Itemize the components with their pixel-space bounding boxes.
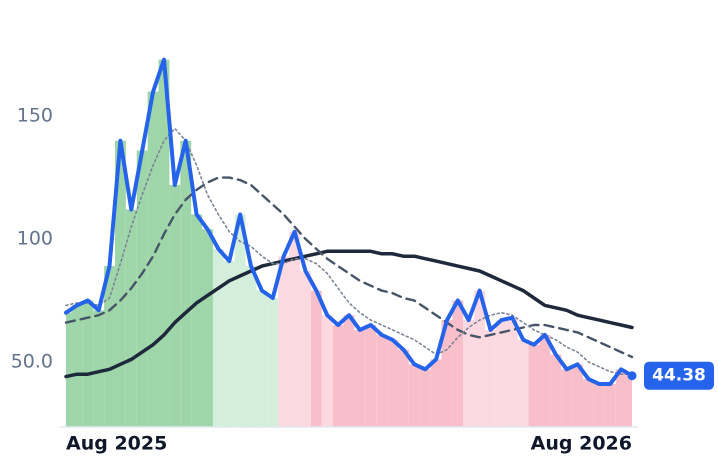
area-bar [169, 184, 181, 427]
area-bar [212, 248, 224, 427]
area-bar [256, 290, 268, 427]
x-tick-label: Aug 2025 [66, 433, 167, 455]
area-bar [82, 300, 94, 427]
x-tick-label: Aug 2026 [531, 433, 632, 455]
area-bar [387, 339, 398, 427]
value-badge-label: 44.38 [652, 366, 706, 386]
area-bar [626, 375, 632, 427]
area-bar [321, 315, 333, 427]
area-bar [593, 384, 605, 427]
area-bar [234, 214, 246, 427]
area-bar [463, 320, 475, 427]
area-bar [561, 369, 573, 427]
area-bar [125, 209, 137, 427]
area-bar [408, 364, 420, 427]
area-bar [452, 300, 464, 427]
series-line [64, 176, 634, 359]
area-bar [71, 305, 83, 427]
area-bar [517, 339, 529, 427]
area-bar [278, 256, 290, 427]
area-bar [343, 315, 355, 427]
area-bar [158, 59, 170, 428]
area-bar [615, 369, 627, 427]
area-bar [376, 334, 388, 427]
area-bar [572, 364, 584, 427]
area-bar [267, 298, 279, 427]
area-bar [550, 354, 562, 427]
area-bar [528, 344, 540, 427]
area-bar [441, 320, 453, 427]
area-bar [202, 229, 213, 427]
series-line [64, 57, 634, 386]
area-bar [93, 310, 105, 427]
area-bar [354, 329, 366, 427]
area-bar [136, 150, 148, 428]
area-bar [539, 334, 551, 427]
area-bar [332, 325, 344, 427]
area-bar [310, 290, 322, 427]
value-badge [644, 361, 714, 390]
area-bar [114, 140, 126, 427]
area-bar [495, 320, 507, 427]
last-point [627, 371, 637, 381]
area-bar [223, 261, 235, 427]
y-tick-label: 50.0 [11, 350, 53, 372]
area-bar [506, 317, 518, 427]
area-bar [289, 231, 301, 427]
area-bar [191, 214, 203, 427]
area-bar [245, 266, 257, 427]
area-bar [430, 359, 442, 427]
area-bar [300, 270, 311, 427]
area-bar [66, 312, 72, 427]
area-bar [104, 266, 115, 427]
area-bar [180, 140, 192, 427]
area-bar [485, 329, 496, 427]
area-bar [419, 369, 431, 427]
series-line [64, 249, 634, 379]
series-line [65, 127, 633, 375]
area-bar [604, 384, 616, 427]
area-bar [474, 290, 486, 427]
area-bar [583, 379, 594, 427]
area-bar [147, 91, 159, 427]
area-bar [365, 325, 377, 427]
y-tick-label: 150 [17, 105, 53, 127]
area-bar [397, 349, 409, 427]
y-tick-label: 100 [17, 228, 53, 250]
